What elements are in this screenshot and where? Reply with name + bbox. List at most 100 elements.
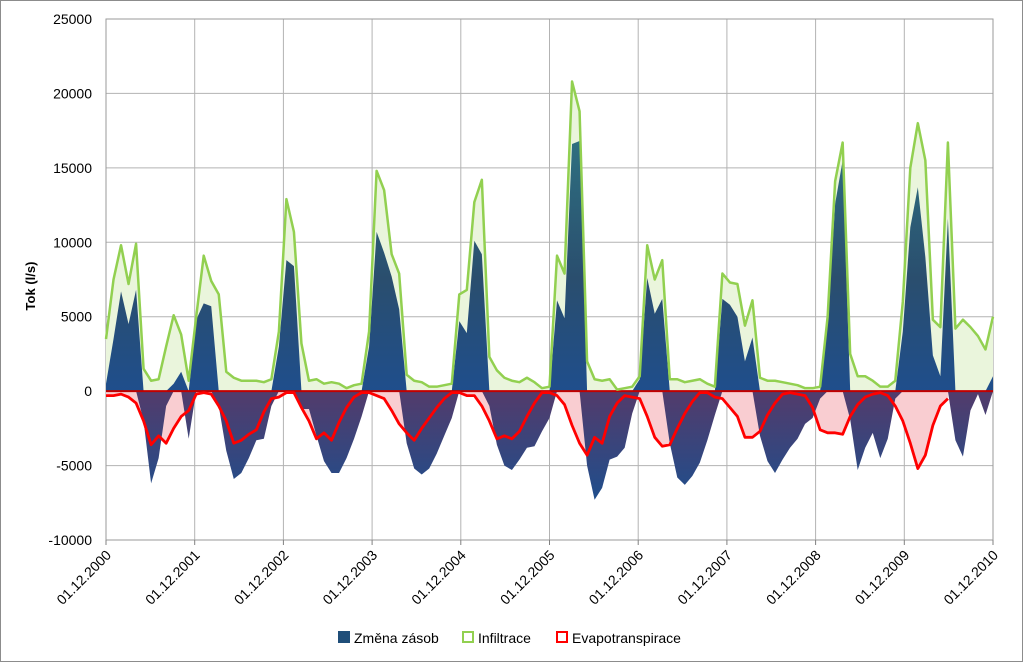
data-point [263, 382, 264, 383]
data-point [789, 383, 790, 384]
data-point [421, 474, 422, 475]
data-point [436, 386, 437, 387]
data-point [399, 273, 400, 274]
data-point [353, 438, 354, 439]
data-point [857, 376, 858, 377]
data-point [196, 316, 197, 317]
data-point [669, 444, 670, 445]
data-point [917, 123, 918, 124]
data-point [308, 420, 309, 421]
data-point [211, 394, 212, 395]
data-point [256, 380, 257, 381]
data-point [218, 294, 219, 295]
data-point [248, 458, 249, 459]
data-point [872, 432, 873, 433]
x-tick-label: 01.12.2004 [408, 547, 469, 608]
data-point [188, 380, 189, 381]
plot-areas [106, 81, 993, 500]
data-point [729, 304, 730, 305]
data-point [361, 383, 362, 384]
data-point [602, 487, 603, 488]
data-point [211, 306, 212, 307]
data-point [534, 382, 535, 383]
data-point [414, 380, 415, 381]
data-point [812, 388, 813, 389]
data-point [820, 398, 821, 399]
data-point [481, 405, 482, 406]
data-point [391, 410, 392, 411]
data-point [767, 461, 768, 462]
data-point [556, 255, 557, 256]
data-point [571, 143, 572, 144]
data-point [609, 416, 610, 417]
data-point [346, 388, 347, 389]
data-point [526, 416, 527, 417]
data-point [789, 447, 790, 448]
data-point [759, 435, 760, 436]
data-point [481, 254, 482, 255]
data-point [902, 301, 903, 302]
legend-item: Změna zásob [338, 630, 439, 646]
data-point [406, 443, 407, 444]
data-point [414, 468, 415, 469]
data-point [391, 276, 392, 277]
data-point [564, 318, 565, 319]
legend-swatch [556, 631, 568, 643]
data-point [962, 456, 963, 457]
data-point [654, 437, 655, 438]
data-point [196, 394, 197, 395]
data-point [256, 429, 257, 430]
data-point [857, 404, 858, 405]
data-point [887, 395, 888, 396]
data-point [384, 398, 385, 399]
data-point [226, 450, 227, 451]
y-tick-label: 5000 [61, 309, 92, 325]
data-point [797, 438, 798, 439]
data-point [308, 408, 309, 409]
data-point [707, 383, 708, 384]
y-tick-label: 25000 [53, 11, 92, 27]
data-point [444, 385, 445, 386]
data-point [985, 414, 986, 415]
data-point [692, 401, 693, 402]
data-point [827, 322, 828, 323]
y-tick-label: 20000 [53, 85, 92, 101]
data-point [977, 335, 978, 336]
data-point [842, 160, 843, 161]
data-point [263, 411, 264, 412]
data-point [181, 334, 182, 335]
data-point [271, 379, 272, 380]
data-point [534, 402, 535, 403]
data-point [594, 379, 595, 380]
data-point [368, 392, 369, 393]
data-point [624, 388, 625, 389]
data-point [586, 361, 587, 362]
data-point [511, 469, 512, 470]
data-point [955, 328, 956, 329]
x-tick-label: 01.12.2006 [585, 547, 646, 608]
data-point [654, 279, 655, 280]
data-point [496, 370, 497, 371]
y-tick-label: -5000 [56, 458, 92, 474]
data-point [226, 371, 227, 372]
data-point [835, 432, 836, 433]
data-point [677, 428, 678, 429]
data-point [399, 423, 400, 424]
data-point [323, 461, 324, 462]
data-point [722, 398, 723, 399]
data-point [241, 472, 242, 473]
data-point [647, 245, 648, 246]
data-point [985, 349, 986, 350]
data-point [429, 468, 430, 469]
data-point [737, 316, 738, 317]
data-point [835, 181, 836, 182]
data-point [609, 379, 610, 380]
data-point [714, 397, 715, 398]
data-point [744, 437, 745, 438]
data-point [278, 331, 279, 332]
data-point [895, 380, 896, 381]
data-point [947, 142, 948, 143]
legend-label: Infiltrace [478, 630, 531, 646]
data-point [113, 279, 114, 280]
data-point [263, 438, 264, 439]
